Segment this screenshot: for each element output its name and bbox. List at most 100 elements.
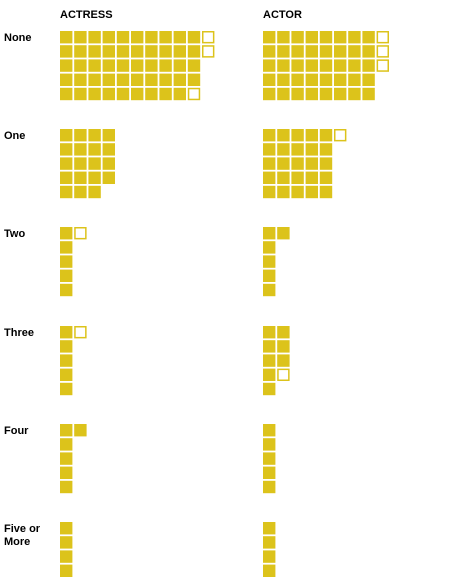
filled-square [60,269,73,282]
filled-square [263,452,276,465]
filled-square [362,45,375,58]
filled-square [305,143,318,156]
waffle-actor-1 [263,129,347,199]
filled-square [173,45,186,58]
filled-square [263,185,276,199]
filled-square [88,31,101,44]
filled-square [291,129,304,142]
waffle-actress-0 [60,31,215,101]
filled-square [277,129,290,142]
filled-square [348,31,361,44]
filled-square [291,45,304,58]
filled-square [263,241,276,254]
filled-square [88,143,101,156]
filled-square [277,171,290,184]
filled-square [145,59,158,72]
filled-square [187,73,201,86]
filled-square [60,45,73,58]
filled-square [74,87,87,101]
filled-square [334,59,347,72]
filled-square [159,87,172,101]
filled-square [277,87,290,101]
row-label-5: Five or More [4,523,41,548]
filled-square [263,171,276,184]
filled-square [263,480,276,494]
row-label-4: Four [4,425,29,437]
filled-square [305,73,318,86]
filled-square [74,31,87,44]
outlined-square [187,87,201,101]
filled-square [263,31,276,44]
filled-square [319,171,333,184]
outlined-square [334,129,347,142]
waffle-actress-4 [60,424,87,494]
filled-square [159,73,172,86]
filled-square [88,59,101,72]
filled-square [74,59,87,72]
outlined-square [74,326,87,339]
filled-square [88,171,101,184]
filled-square [362,87,375,101]
filled-square [60,143,73,156]
filled-square [277,157,290,170]
filled-square [263,45,276,58]
filled-square [348,59,361,72]
filled-square [277,45,290,58]
filled-square [60,438,73,451]
filled-square [305,129,318,142]
filled-square [277,31,290,44]
filled-square [277,340,290,353]
filled-square [159,59,172,72]
filled-square [362,31,375,44]
filled-square [131,87,144,101]
filled-square [319,129,333,142]
filled-square [173,73,186,86]
waffle-actress-5 [60,522,73,577]
filled-square [102,45,115,58]
filled-square [60,171,73,184]
filled-square [263,466,276,479]
filled-square [334,87,347,101]
filled-square [334,73,347,86]
column-header-actress: ACTRESS [60,9,113,21]
filled-square [187,59,201,72]
filled-square [60,59,73,72]
filled-square [60,340,73,353]
row-label-1: One [4,130,25,142]
waffle-rows: None One Two Three Four Five or More [4,31,390,577]
filled-square [60,354,73,367]
filled-square [263,326,276,339]
filled-square [291,157,304,170]
filled-square [116,87,130,101]
filled-square [60,536,73,549]
filled-square [173,59,186,72]
filled-square [362,73,375,86]
waffle-actor-3 [263,326,290,396]
outlined-square [202,31,215,44]
filled-square [88,157,101,170]
filled-square [116,31,130,44]
column-header-actor: ACTOR [263,9,302,21]
filled-square [263,382,276,396]
filled-square [319,31,333,44]
filled-square [60,255,73,268]
filled-square [291,87,304,101]
filled-square [60,227,73,240]
waffle-actor-5 [263,522,276,577]
filled-square [60,452,73,465]
filled-square [88,73,101,86]
filled-square [131,45,144,58]
outlined-square [277,368,290,382]
filled-square [263,59,276,72]
filled-square [102,59,115,72]
filled-square [74,424,87,437]
filled-square [263,73,276,86]
filled-square [277,185,290,199]
filled-square [263,564,276,577]
filled-square [263,550,276,563]
filled-square [173,31,186,44]
filled-square [102,73,115,86]
filled-square [263,255,276,268]
filled-square [159,31,172,44]
filled-square [131,73,144,86]
